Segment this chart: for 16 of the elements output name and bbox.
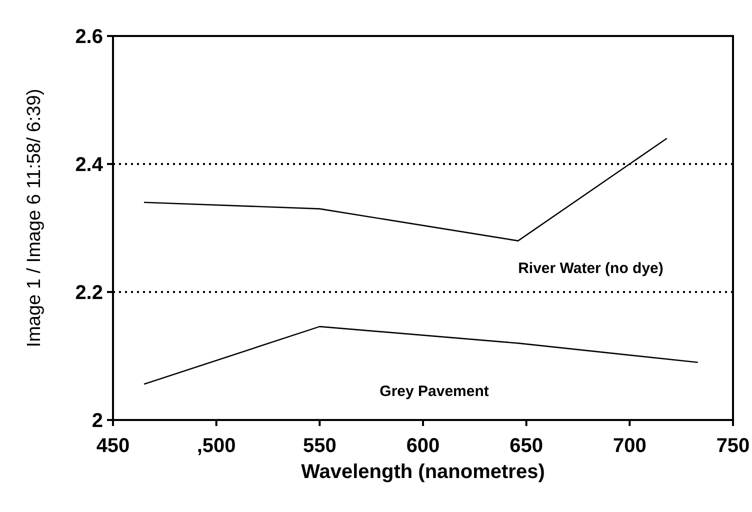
y-axis-title: Image 1 / Image 6 11:58/ 6:39)	[24, 88, 45, 348]
x-tick-label: 650	[510, 435, 544, 457]
series-label: River Water (no dye)	[518, 260, 664, 277]
x-axis-title: Wavelength (nanometres)	[301, 461, 545, 483]
text: Grey Pavement	[380, 383, 489, 400]
x-tick-label: ,500	[196, 435, 236, 457]
x-tick-label: 550	[302, 435, 336, 457]
x-tick-label: 450	[96, 435, 130, 457]
x-tick-label: 700	[612, 435, 646, 457]
x-tick-label: 600	[406, 435, 440, 457]
y-tick-label: 2.6	[75, 26, 103, 48]
y-tick-label: 2.4	[75, 154, 104, 176]
y-tick-label: 2.2	[75, 282, 103, 304]
y-tick-label: 2	[92, 410, 103, 432]
x-tick-label: 750	[716, 435, 750, 457]
line-series	[143, 326, 699, 385]
